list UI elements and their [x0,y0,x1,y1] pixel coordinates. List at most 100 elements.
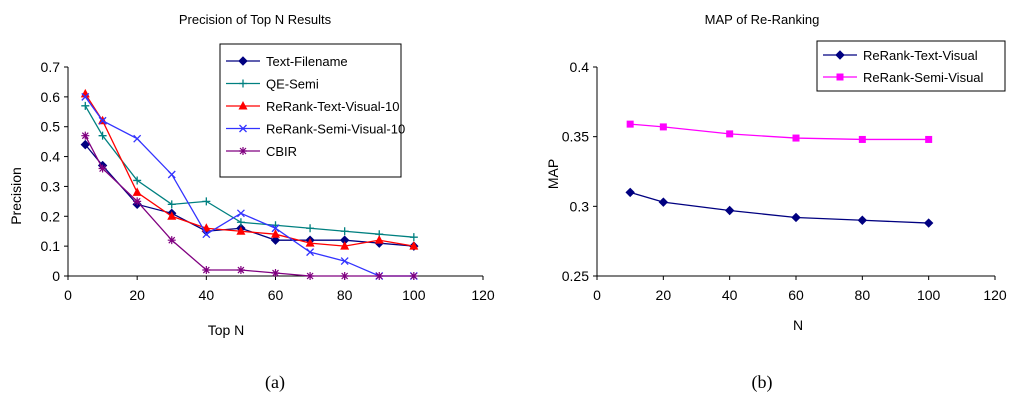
legend-label: QE-Semi [266,77,319,92]
data-point [375,272,384,280]
data-point [236,266,245,275]
y-tick-label: 0.4 [41,149,61,165]
plot-area [625,120,934,228]
x-tick-label: 80 [855,287,871,303]
data-point [202,266,211,275]
data-point [626,120,634,128]
data-point [340,272,349,280]
legend-label: Text-Filename [266,54,348,69]
x-tick-label: 40 [199,287,215,303]
data-point [374,235,384,244]
data-point [306,248,315,257]
y-axis-label: Precision [8,167,24,225]
y-tick-label: 0 [52,268,60,284]
data-point [202,197,211,206]
data-point [857,215,868,225]
data-point [133,197,142,206]
axes: 0 0.1 0.2 0.3 0.4 0.5 0.6 0.7 0 20 40 60 80 100 120 [41,59,495,303]
data-point [792,134,800,142]
legend-marker [239,124,247,133]
data-point [167,236,176,245]
y-tick-label: 0.4 [570,59,590,75]
data-point [625,187,635,198]
data-point [271,229,280,238]
data-point [167,170,176,179]
data-point [659,123,667,131]
legend-label: ReRank-Text-Visual-10 [266,99,399,114]
data-point [81,131,90,140]
x-tick-label: 80 [337,287,353,303]
y-tick-label: 0.2 [41,208,61,224]
x-tick-label: 0 [64,287,72,303]
legend-marker [836,73,844,81]
data-point [167,211,177,220]
data-point [167,200,176,209]
data-point [409,272,418,280]
data-point [340,257,349,266]
data-point [81,101,90,110]
data-point [81,92,90,101]
caption-b: (b) [751,372,773,392]
legend-label: ReRank-Text-Visual [863,48,978,63]
data-point [236,209,245,218]
x-tick-label: 20 [129,287,145,303]
data-point [724,205,735,216]
x-axis-label: N [793,317,803,333]
legend-label: ReRank-Semi-Visual [863,70,984,85]
x-tick-label: 20 [656,287,672,303]
data-point [98,131,107,140]
legend-marker [835,50,845,60]
y-tick-label: 0.6 [41,89,61,105]
x-tick-label: 120 [471,287,495,303]
x-tick-label: 60 [788,287,804,303]
y-tick-label: 0.1 [41,238,61,254]
legend-label: CBIR [266,144,297,159]
data-point [132,187,142,196]
caption-a: (a) [265,372,285,392]
plot-area [80,88,419,280]
data-point [271,224,280,233]
legend-marker [239,147,247,155]
y-tick-label: 0.35 [562,129,589,145]
data-point [133,176,142,185]
x-tick-label: 0 [593,287,601,303]
data-point [80,139,90,150]
data-point [340,241,350,250]
y-tick-label: 0.25 [562,268,589,284]
data-point [306,272,315,280]
x-tick-label: 100 [402,287,426,303]
data-point [305,238,315,247]
y-tick-label: 0.5 [41,119,61,135]
precision-chart: Precision of Top N Results Precision Top… [8,12,495,338]
x-tick-label: 120 [983,287,1007,303]
data-point [409,241,419,250]
data-point [791,212,801,223]
y-tick-label: 0.3 [570,198,590,214]
data-point [236,226,246,235]
axes: 0.25 0.3 0.35 0.4 0 20 40 60 80 100 120 [562,59,1007,303]
chart-title: Precision of Top N Results [179,12,332,27]
data-point [306,224,315,233]
y-axis-label: MAP [545,159,561,189]
x-tick-label: 60 [268,287,284,303]
x-tick-label: 100 [917,287,941,303]
data-point [270,235,281,245]
data-point [925,135,933,143]
series-line [629,191,929,224]
legend-box [816,40,1006,92]
data-point [658,197,669,207]
series-line [630,123,929,141]
legend-marker [239,79,247,88]
data-point [923,218,934,228]
legend-label: ReRank-Semi-Visual-10 [266,122,405,137]
data-point [98,164,107,173]
legend-box [219,43,402,178]
map-chart: MAP of Re-Ranking MAP N 0.25 0.3 0.35 0.4 0 2… [545,12,1007,333]
x-tick-label: 40 [722,287,738,303]
data-point [858,135,866,143]
y-tick-label: 0.7 [41,59,61,75]
x-axis-label: Top N [208,322,245,338]
data-point [271,269,280,278]
legend: Text-Filename QE-Semi ReRank-Text-Visual-1… [219,43,405,178]
